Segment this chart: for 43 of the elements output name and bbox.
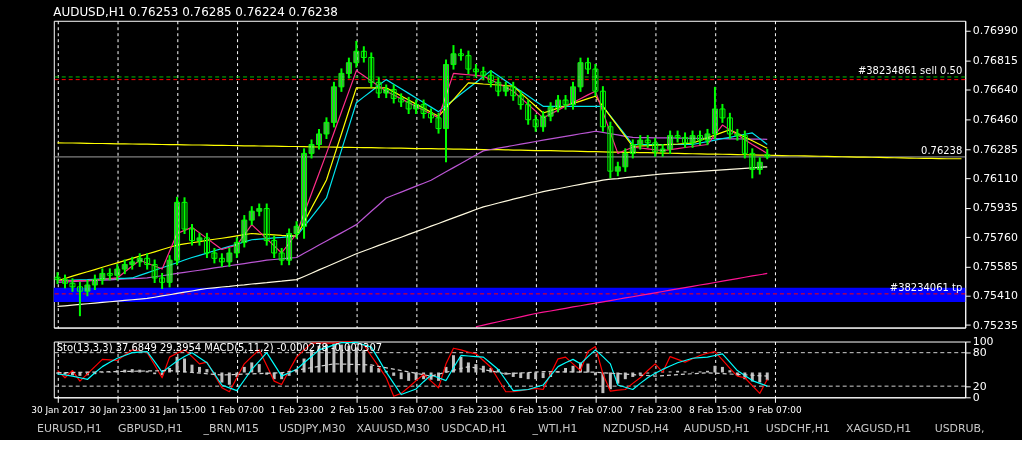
x-tick-label: 3 Feb 23:00	[449, 404, 504, 415]
x-tick-label: 7 Feb 23:00	[629, 404, 683, 415]
chart-title: AUDUSD,H1 0.76253 0.76285 0.76224 0.76238	[53, 4, 338, 19]
x-tick-label: 1 Feb 23:00	[270, 404, 324, 415]
text: _WTI,H1	[531, 422, 578, 436]
text: USDCHF,H1	[765, 422, 830, 436]
text: USDCAD,H1	[441, 422, 507, 436]
text: _BRN,M15	[202, 422, 260, 436]
y-tick-label: 0.76285	[972, 142, 1018, 156]
y-tick-label: 0	[972, 390, 980, 404]
y-tick-label: 20	[972, 379, 987, 393]
x-tick-label: 6 Feb 15:00	[509, 404, 563, 415]
y-tick-label: 0.75760	[972, 230, 1018, 244]
x-tick-label: 30 Jan 23:00	[89, 404, 147, 415]
y-tick-label: 80	[972, 346, 987, 360]
text: EURUSD,H1	[37, 422, 102, 436]
text: NZDUSD,H4	[602, 422, 669, 436]
text: AUDUSD,H1	[683, 422, 750, 436]
y-tick-label: 0.75235	[972, 318, 1018, 332]
y-tick-label: 0.75410	[972, 289, 1018, 303]
x-tick-label: 3 Feb 07:00	[390, 404, 444, 415]
y-tick-label: 100	[972, 335, 994, 349]
ref-line-label: 0.76238	[921, 144, 963, 156]
y-tick-label: 0.76110	[972, 171, 1018, 185]
text: XAUUSD,M30	[356, 422, 430, 436]
ref-line-label: #38234861 sell 0.50	[857, 64, 963, 76]
x-tick-label: 7 Feb 07:00	[569, 404, 623, 415]
text: USDJPY,M30	[278, 422, 346, 436]
y-tick-label: 0.75935	[972, 201, 1018, 215]
x-tick-label: 1 Feb 07:00	[210, 404, 265, 415]
text: GBPUSD,H1	[117, 422, 183, 436]
y-tick-label: 0.76640	[972, 83, 1018, 96]
x-tick-label: 9 Feb 07:00	[748, 404, 803, 415]
x-tick-label: 8 Feb 15:00	[688, 404, 743, 415]
y-tick-label: 0.76990	[972, 24, 1018, 38]
x-tick-label: 31 Jan 15:00	[149, 404, 207, 415]
y-tick-label: 0.75585	[972, 259, 1018, 273]
y-tick-label: 0.76815	[972, 53, 1018, 67]
text: USDRUB,	[934, 422, 985, 436]
y-tick-label: 0.76460	[972, 113, 1018, 127]
x-tick-label: 30 Jan 2017	[31, 404, 85, 415]
text: XAGUSD,H1	[846, 422, 912, 436]
x-tick-label: 2 Feb 15:00	[330, 404, 384, 415]
